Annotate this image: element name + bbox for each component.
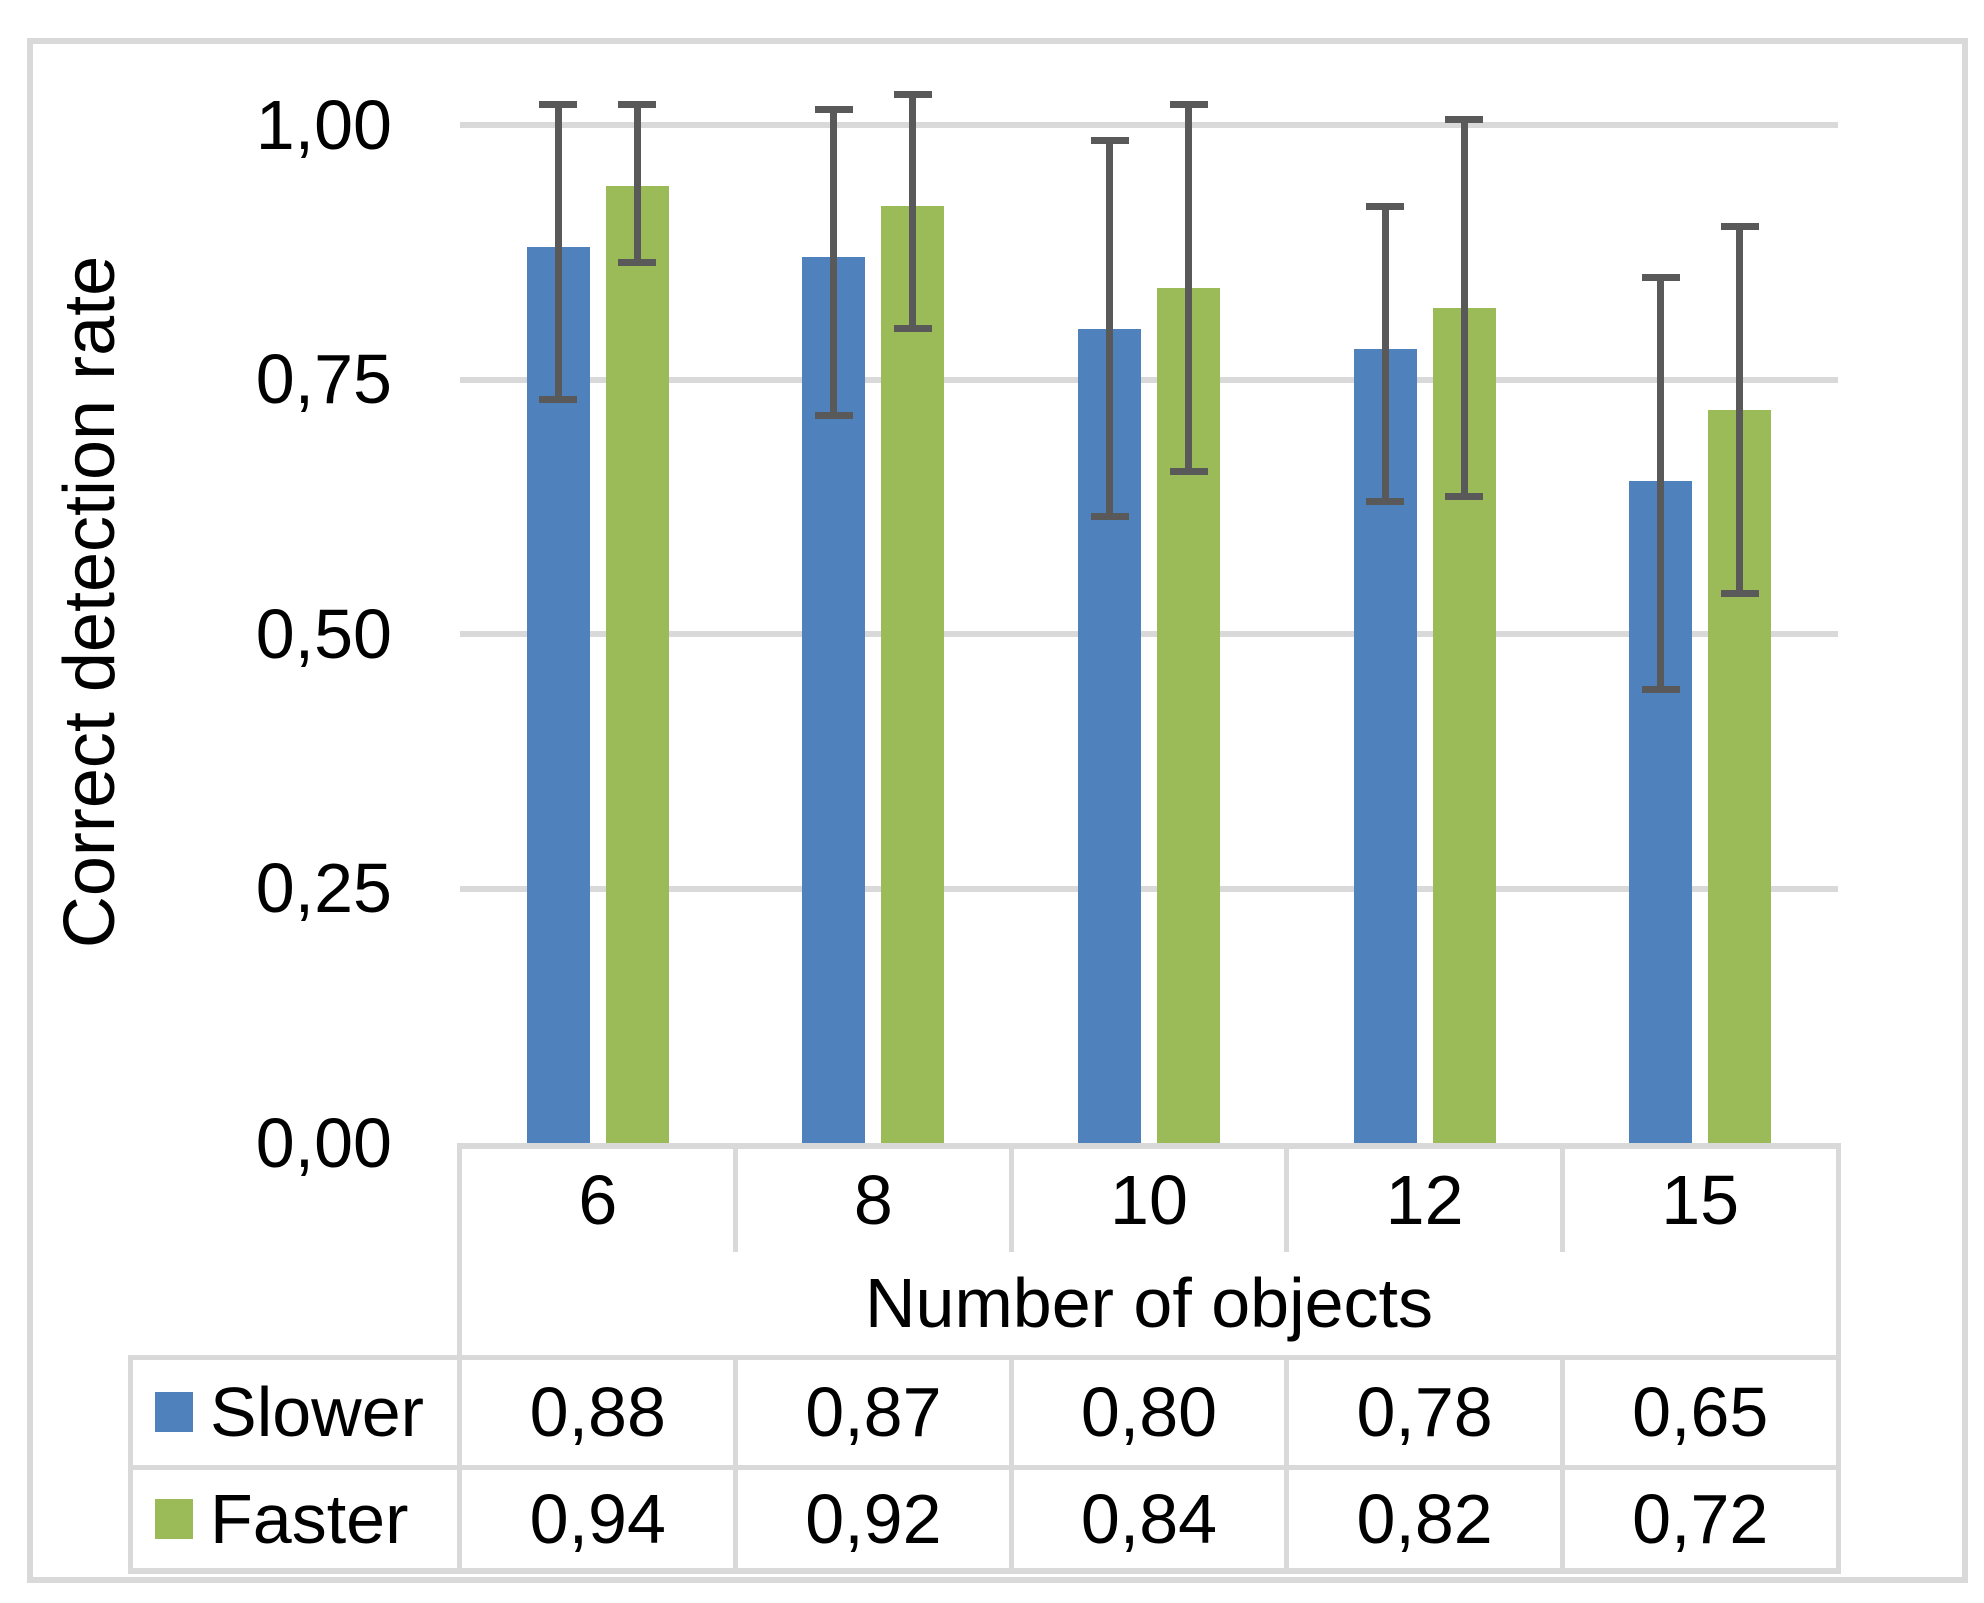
error-bar-faster-10-cap-bottom xyxy=(1169,467,1208,475)
table-border-category-divider-1 xyxy=(733,1149,739,1252)
error-bar-faster-12-cap-top xyxy=(1445,116,1484,124)
error-bar-faster-15 xyxy=(1736,226,1744,594)
error-bar-slower-10-cap-top xyxy=(1090,136,1129,144)
error-bar-faster-15-cap-top xyxy=(1720,223,1759,231)
error-bar-slower-6-cap-bottom xyxy=(539,396,578,404)
y-tick-label-0-50: 0,50 xyxy=(255,595,392,673)
table-cell-faster-12: 0,82 xyxy=(1356,1480,1493,1558)
table-cell-slower-12: 0,78 xyxy=(1356,1373,1493,1451)
table-border-top xyxy=(457,1143,1841,1149)
table-border-value-divider-3 xyxy=(1284,1355,1290,1568)
error-bar-slower-15-cap-bottom xyxy=(1641,686,1680,694)
error-bar-faster-8-cap-top xyxy=(893,90,932,98)
table-border-bottom xyxy=(128,1568,1841,1574)
legend-label-slower: Slower xyxy=(210,1373,424,1451)
table-border-value-divider-2 xyxy=(1008,1355,1014,1568)
error-bar-slower-8-cap-top xyxy=(814,106,853,114)
error-bar-slower-8-cap-bottom xyxy=(814,411,853,419)
table-border-value-divider-4 xyxy=(1559,1355,1565,1568)
error-bar-faster-6 xyxy=(633,104,641,263)
figure-border xyxy=(27,38,1968,1583)
y-tick-label-0-75: 0,75 xyxy=(255,340,392,418)
error-bar-slower-6-cap-top xyxy=(539,101,578,109)
table-cell-category-10: 10 xyxy=(1110,1161,1188,1239)
error-bar-faster-6-cap-top xyxy=(618,101,657,109)
legend-swatch-faster-icon xyxy=(155,1499,193,1539)
error-bar-faster-6-cap-bottom xyxy=(618,258,657,266)
table-cell-category-8: 8 xyxy=(853,1161,893,1239)
y-tick-label-0-25: 0,25 xyxy=(255,849,392,927)
gridline-0-5 xyxy=(460,631,1838,637)
table-border-category-divider-3 xyxy=(1284,1149,1290,1252)
x-axis-title: Number of objects xyxy=(864,1264,1434,1342)
error-bar-slower-12-cap-top xyxy=(1366,202,1405,210)
error-bar-faster-10-cap-top xyxy=(1169,101,1208,109)
table-cell-category-15: 15 xyxy=(1661,1161,1740,1239)
table-cell-slower-10: 0,80 xyxy=(1080,1373,1218,1451)
table-border-value-divider-1 xyxy=(733,1355,739,1568)
error-bar-slower-15 xyxy=(1657,277,1665,690)
table-cell-faster-6: 0,94 xyxy=(529,1480,666,1558)
legend-swatch-slower-icon xyxy=(155,1392,193,1432)
error-bar-slower-10 xyxy=(1106,140,1113,517)
table-cell-faster-15: 0,72 xyxy=(1632,1480,1769,1558)
table-cell-slower-15: 0,65 xyxy=(1632,1373,1769,1451)
gridline-1 xyxy=(460,122,1838,128)
error-bar-slower-15-cap-top xyxy=(1641,274,1680,282)
gridline-0-25 xyxy=(460,885,1838,892)
legend-row-faster: Faster xyxy=(133,1470,457,1568)
error-bar-slower-10-cap-bottom xyxy=(1090,513,1129,521)
table-cell-slower-6: 0,88 xyxy=(529,1373,666,1451)
error-bar-faster-12 xyxy=(1460,119,1468,497)
error-bar-faster-8-cap-bottom xyxy=(893,325,932,333)
error-bar-faster-10 xyxy=(1185,104,1192,472)
table-border-category-divider-4 xyxy=(1559,1149,1565,1252)
table-cell-faster-8: 0,92 xyxy=(805,1480,942,1558)
legend-row-slower: Slower xyxy=(133,1360,457,1465)
y-tick-label-0-00: 0,00 xyxy=(255,1104,392,1182)
y-tick-label-1-00: 1,00 xyxy=(255,86,392,164)
error-bar-slower-12 xyxy=(1381,206,1389,502)
error-bar-slower-6 xyxy=(554,104,562,400)
table-cell-faster-10: 0,84 xyxy=(1080,1480,1218,1558)
gridline-0-75 xyxy=(460,376,1838,383)
error-bar-faster-8 xyxy=(909,94,917,329)
bar-faster-8 xyxy=(881,206,945,1143)
error-bar-slower-12-cap-bottom xyxy=(1366,498,1405,506)
error-bar-faster-12-cap-bottom xyxy=(1445,493,1484,501)
table-cell-slower-8: 0,87 xyxy=(805,1373,942,1451)
bar-faster-6 xyxy=(605,186,669,1143)
legend-label-faster: Faster xyxy=(210,1480,409,1558)
table-border-legend-left xyxy=(128,1355,133,1574)
table-border-row-divider xyxy=(128,1465,1841,1470)
table-cell-category-6: 6 xyxy=(578,1161,618,1239)
table-border-row-slower-top xyxy=(128,1355,1841,1360)
error-bar-slower-8 xyxy=(830,109,838,416)
table-cell-category-12: 12 xyxy=(1385,1161,1464,1239)
table-border-category-divider-2 xyxy=(1008,1149,1014,1252)
error-bar-faster-15-cap-bottom xyxy=(1720,589,1759,597)
